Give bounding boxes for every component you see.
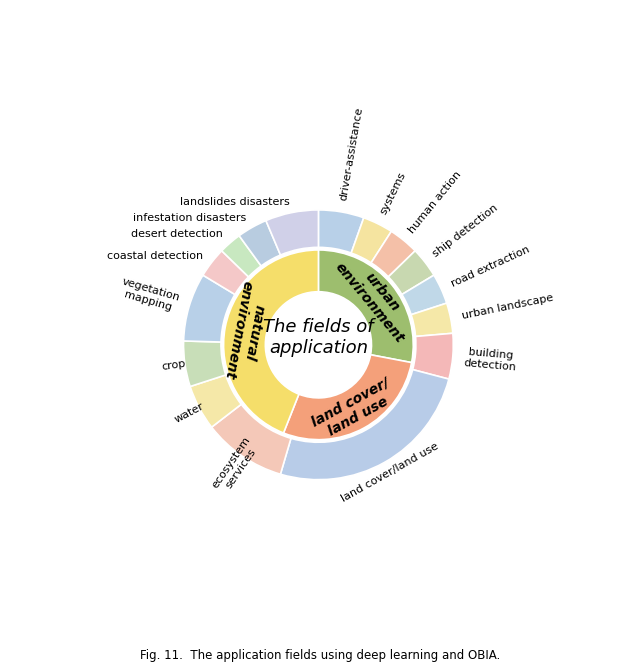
Text: human action: human action (407, 169, 463, 235)
Text: driver-assistance: driver-assistance (339, 106, 364, 201)
Wedge shape (351, 218, 391, 263)
Text: crop: crop (161, 359, 186, 372)
Wedge shape (190, 375, 241, 427)
Wedge shape (212, 404, 291, 474)
Wedge shape (319, 210, 364, 253)
Wedge shape (203, 251, 248, 294)
Wedge shape (413, 333, 453, 379)
Text: land cover/land use: land cover/land use (340, 441, 441, 504)
Text: road extraction: road extraction (449, 244, 531, 288)
Wedge shape (221, 235, 261, 277)
Text: ecosystem
services: ecosystem services (210, 435, 262, 496)
Wedge shape (371, 231, 415, 277)
Text: landslides disasters: landslides disasters (180, 197, 289, 207)
Text: building
detection: building detection (463, 347, 518, 373)
Text: The fields of
application: The fields of application (263, 318, 374, 357)
Text: desert detection: desert detection (131, 229, 223, 240)
Wedge shape (284, 355, 412, 440)
Wedge shape (411, 303, 453, 337)
Text: ship detection: ship detection (431, 203, 500, 260)
Text: infestation disasters: infestation disasters (133, 213, 246, 223)
Wedge shape (184, 275, 235, 342)
Wedge shape (184, 341, 226, 387)
Text: coastal detection: coastal detection (106, 250, 203, 260)
Wedge shape (388, 251, 434, 294)
Text: systems: systems (378, 170, 408, 216)
Text: urban landscape: urban landscape (461, 292, 554, 320)
Text: water: water (173, 401, 205, 425)
Text: Fig. 11.  The application fields using deep learning and OBIA.: Fig. 11. The application fields using de… (140, 650, 500, 662)
Wedge shape (319, 250, 413, 363)
Text: natural
environment: natural environment (221, 279, 270, 383)
Wedge shape (223, 250, 319, 433)
Text: land cover/
land use: land cover/ land use (308, 375, 399, 444)
Wedge shape (402, 275, 447, 314)
Wedge shape (280, 369, 449, 480)
Text: vegetation
mapping: vegetation mapping (117, 276, 181, 314)
Text: urban
environment: urban environment (332, 250, 419, 346)
Wedge shape (266, 210, 319, 255)
Wedge shape (239, 221, 280, 266)
